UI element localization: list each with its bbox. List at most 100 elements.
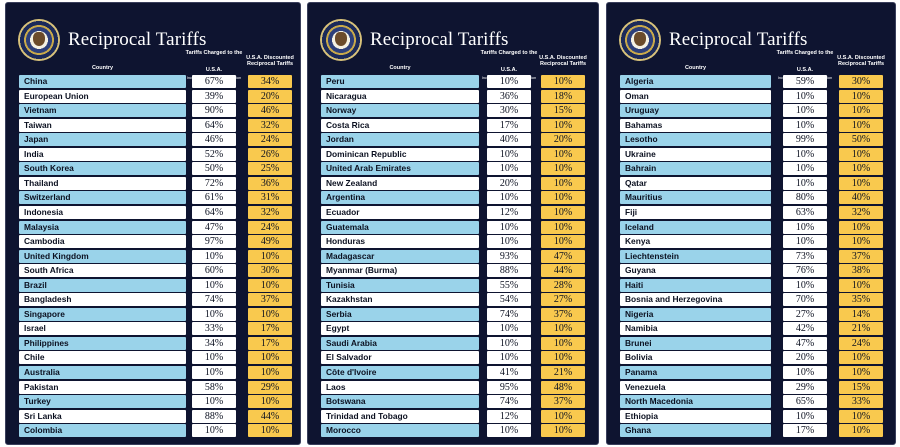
discounted-tariff-value: 10% [248,351,292,365]
discounted-tariff-value: 10% [839,424,883,438]
discounted-tariff-value: 10% [541,322,585,336]
discounted-tariff-value: 10% [541,424,585,438]
country-name: Turkey [19,395,186,409]
country-name: Algeria [620,75,771,88]
table-row: Algeria 59% 30% [607,75,895,88]
table-row: Colombia 10% 10% [6,424,300,438]
country-name: Bahrain [620,162,771,176]
country-name: North Macedonia [620,395,771,409]
discounted-tariff-value: 27% [541,293,585,307]
country-name: Lesotho [620,133,771,147]
table-row: Nigeria 27% 14% [607,307,895,321]
table-row: El Salvador 10% 10% [308,351,598,365]
tariff-charged-value: 10% [487,162,531,176]
tariff-charged-value: 64% [192,205,236,219]
country-name: Haiti [620,278,771,292]
table-row: Venezuela 29% 15% [607,380,895,394]
country-name: Honduras [321,235,479,249]
tariff-charged-value: 10% [487,220,531,234]
discounted-tariff-value: 10% [541,220,585,234]
table-row: South Africa 60% 30% [6,264,300,278]
discounted-tariff-value: 25% [248,162,292,176]
discounted-tariff-value: 10% [541,205,585,219]
country-name: South Korea [19,162,186,176]
header-country: Country [684,65,707,71]
country-name: European Union [19,89,186,103]
country-name: Kazakhstan [321,293,479,307]
tariff-charged-value: 20% [783,351,827,365]
tariff-charged-value: 42% [783,322,827,336]
tariff-charged-value: 10% [783,366,827,379]
tariff-charged-value: 10% [487,235,531,249]
tariff-charged-value: 10% [192,351,236,365]
discounted-tariff-value: 10% [541,162,585,176]
discounted-tariff-value: 10% [839,366,883,379]
table-row: Bangladesh 74% 37% [6,293,300,307]
tariff-charged-value: 40% [487,133,531,147]
discounted-tariff-value: 47% [541,249,585,263]
country-name: Chile [19,351,186,365]
country-name: Iceland [620,220,771,234]
tariff-charged-value: 47% [192,220,236,234]
tariff-charged-value: 10% [192,424,236,438]
country-name: Botswana [321,395,479,409]
discounted-tariff-value: 32% [248,205,292,219]
country-name: Brunei [620,336,771,350]
discounted-tariff-value: 10% [839,351,883,365]
country-name: Morocco [321,424,479,438]
discounted-tariff-value: 14% [839,307,883,321]
tariff-charged-value: 10% [192,307,236,321]
discounted-tariff-value: 17% [248,322,292,336]
country-name: Madagascar [321,249,479,263]
header-discounted-tariffs: U.S.A. Discounted Reciprocal Tariffs [539,55,587,67]
tariff-charged-value: 41% [487,366,531,379]
table-row: Qatar 10% 10% [607,176,895,190]
tariff-charged-value: 73% [783,249,827,263]
header-country: Country [389,65,411,71]
country-name: Bolivia [620,351,771,365]
tariff-charged-value: 10% [192,278,236,292]
discounted-tariff-value: 10% [839,278,883,292]
table-row: Guyana 76% 38% [607,264,895,278]
discounted-tariff-value: 10% [541,191,585,205]
tariff-charged-value: 17% [783,424,827,438]
table-row: Brunei 47% 24% [607,336,895,350]
country-name: Peru [321,75,479,88]
header-country: Country [91,65,114,71]
table-row: China 67% 34% [6,75,300,88]
table-row: United Arab Emirates 10% 10% [308,162,598,176]
tariff-charged-value: 30% [487,104,531,118]
country-name: Venezuela [620,380,771,394]
discounted-tariff-value: 10% [839,104,883,118]
country-name: Thailand [19,176,186,190]
discounted-tariff-value: 32% [248,118,292,132]
tariff-charged-value: 74% [487,395,531,409]
country-name: El Salvador [321,351,479,365]
country-name: Dominican Republic [321,147,479,161]
country-name: Indonesia [19,205,186,219]
tariff-charged-value: 10% [487,191,531,205]
discounted-tariff-value: 48% [541,380,585,394]
table-row: North Macedonia 65% 33% [607,395,895,409]
table-row: Singapore 10% 10% [6,307,300,321]
table-row: Cambodia 97% 49% [6,235,300,249]
table-row: Fiji 63% 32% [607,205,895,219]
discounted-tariff-value: 28% [541,278,585,292]
country-name: Saudi Arabia [321,336,479,350]
tariff-charged-value: 72% [192,176,236,190]
tariff-charged-value: 76% [783,264,827,278]
tariff-charged-value: 97% [192,235,236,249]
country-name: Laos [321,380,479,394]
table-row: Japan 46% 24% [6,133,300,147]
country-name: Myanmar (Burma) [321,264,479,278]
discounted-tariff-value: 34% [248,75,292,88]
country-name: Trinidad and Tobago [321,409,479,423]
tariff-charged-value: 80% [783,191,827,205]
discounted-tariff-value: 35% [839,293,883,307]
tariff-charged-value: 70% [783,293,827,307]
country-name: Costa Rica [321,118,479,132]
table-row: Egypt 10% 10% [308,322,598,336]
country-name: Sri Lanka [19,409,186,423]
table-row: Philippines 34% 17% [6,336,300,350]
country-name: Australia [19,366,186,379]
